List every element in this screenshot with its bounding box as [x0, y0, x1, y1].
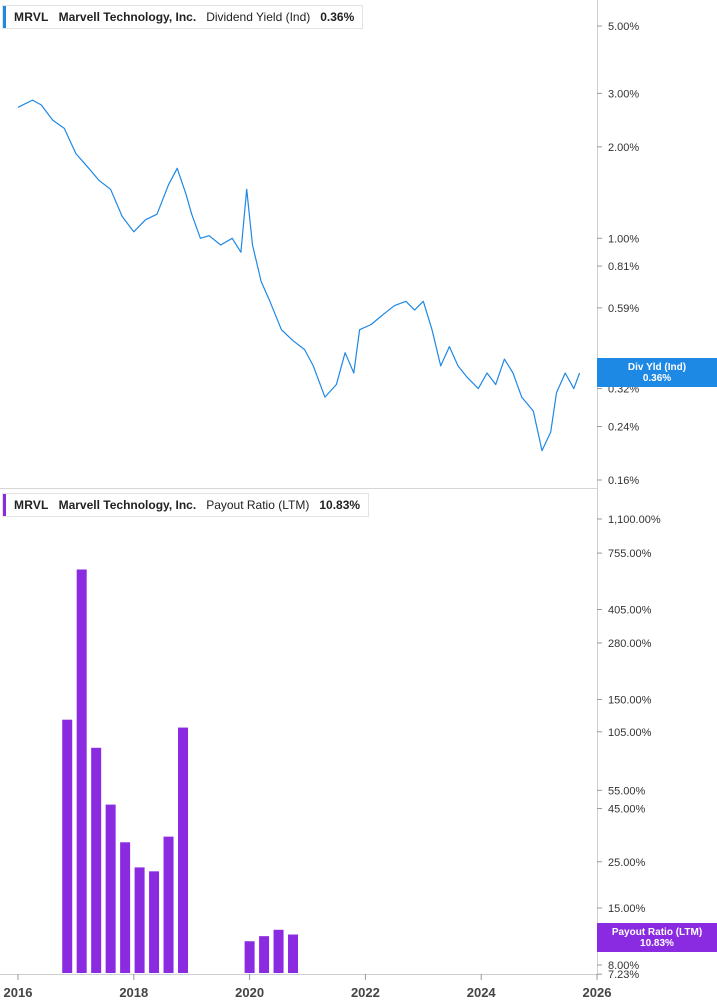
y-tick-label: 8.00% — [608, 960, 639, 972]
legend-value: 10.83% — [319, 498, 361, 512]
y-tick-label: 405.00% — [608, 605, 652, 617]
y-tick-label: 280.00% — [608, 638, 652, 650]
legend-color-swatch — [3, 6, 6, 28]
payout-ratio-legend[interactable]: MRVL Marvell Technology, Inc. Payout Rat… — [2, 493, 370, 517]
payout-ratio-bar — [134, 867, 145, 973]
payout-ratio-bar — [105, 804, 116, 973]
payout-ratio-value-tag: Payout Ratio (LTM) 10.83% — [597, 923, 717, 952]
legend-company: Marvell Technology, Inc. — [58, 498, 197, 512]
payout-ratio-bar — [76, 569, 87, 973]
y-tick-label: 3.00% — [608, 88, 639, 100]
y-tick-label: 5.00% — [608, 21, 639, 33]
y-tick-label: 105.00% — [608, 727, 652, 739]
y-tick-label: 15.00% — [608, 903, 646, 915]
legend-color-swatch — [3, 494, 6, 516]
payout-ratio-bar — [244, 941, 255, 973]
legend-metric: Payout Ratio (LTM) — [206, 498, 310, 512]
x-tick-label: 2020 — [235, 985, 264, 1000]
x-tick-label: 2018 — [119, 985, 148, 1000]
legend-ticker: MRVL — [14, 498, 49, 512]
payout-ratio-bar — [273, 929, 284, 973]
y-tick-label: 25.00% — [608, 857, 646, 869]
tag-value: 10.83% — [640, 938, 674, 949]
tag-label: Div Yld (Ind) — [627, 362, 687, 373]
y-tick-label: 1.00% — [608, 233, 639, 245]
y-tick-label: 45.00% — [608, 804, 646, 816]
dividend-yield-legend[interactable]: MRVL Marvell Technology, Inc. Dividend Y… — [2, 5, 364, 29]
y-tick-label: 0.24% — [608, 422, 639, 434]
legend-metric: Dividend Yield (Ind) — [206, 10, 311, 24]
y-tick-label: 0.59% — [608, 303, 639, 315]
x-tick-label: 2022 — [351, 985, 380, 1000]
y-tick-label: 0.81% — [608, 261, 639, 273]
y-tick-label: 755.00% — [608, 548, 652, 560]
tag-value: 0.36% — [642, 373, 672, 384]
payout-ratio-bar — [91, 747, 102, 973]
payout-ratio-bar — [149, 871, 160, 973]
y-tick-label: 1,100.00% — [608, 514, 661, 526]
legend-ticker: MRVL — [14, 10, 49, 24]
dividend-yield-line — [17, 99, 581, 452]
x-axis-line — [0, 974, 597, 975]
y-tick-label: 55.00% — [608, 785, 646, 797]
payout-ratio-bar — [259, 936, 270, 973]
payout-ratio-bar — [163, 836, 174, 973]
x-tick-label: 2024 — [467, 985, 497, 1000]
payout-ratio-bar — [120, 842, 131, 973]
y-axis-line — [597, 0, 598, 975]
legend-company: Marvell Technology, Inc. — [58, 10, 197, 24]
y-tick-label: 150.00% — [608, 694, 652, 706]
tag-label: Payout Ratio (LTM) — [611, 927, 703, 938]
y-tick-label: 2.00% — [608, 142, 639, 154]
payout-ratio-bar — [288, 934, 299, 973]
y-tick-label: 0.16% — [608, 475, 639, 487]
payout-ratio-bar — [62, 719, 73, 973]
payout-ratio-bar — [178, 727, 189, 973]
dividend-yield-value-tag: Div Yld (Ind) 0.36% — [597, 358, 717, 387]
x-tick-label: 2026 — [583, 985, 612, 1000]
legend-value: 0.36% — [320, 10, 355, 24]
panel-divider — [0, 488, 597, 489]
y-tick-label: 7.23% — [608, 969, 639, 981]
x-tick-label: 2016 — [4, 985, 33, 1000]
